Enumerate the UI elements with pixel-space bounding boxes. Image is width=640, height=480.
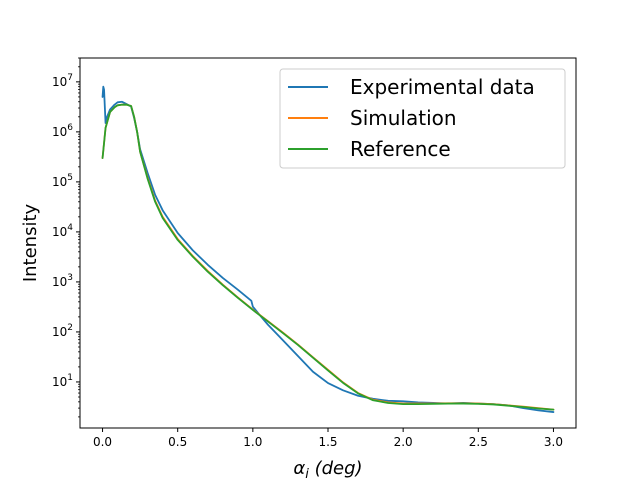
x-tick-label: 2.0 bbox=[394, 435, 413, 449]
y-tick-label: 105 bbox=[52, 173, 73, 189]
x-axis: 0.0 0.5 1.0 1.5 2.0 2.5 3.0 bbox=[93, 428, 563, 449]
x-tick-label: 1.5 bbox=[318, 435, 337, 449]
x-axis-label: αi (deg) bbox=[293, 458, 362, 480]
y-tick-label: 101 bbox=[52, 373, 73, 389]
series-line-reference bbox=[101, 103, 555, 411]
y-axis: 101 102 103 104 105 106 107 bbox=[52, 57, 80, 418]
y-tick-label: 103 bbox=[52, 273, 73, 289]
y-tick-label: 107 bbox=[52, 73, 73, 89]
y-axis-label: Intensity bbox=[20, 203, 41, 282]
y-tick-label: 104 bbox=[52, 223, 73, 239]
x-tick-label: 2.5 bbox=[469, 435, 488, 449]
x-tick-label: 1.0 bbox=[243, 435, 262, 449]
legend-label: Experimental data bbox=[350, 75, 535, 99]
y-tick-label: 102 bbox=[52, 323, 73, 339]
x-tick-label: 3.0 bbox=[544, 435, 563, 449]
legend-label: Reference bbox=[350, 137, 451, 161]
x-tick-label: 0.5 bbox=[168, 435, 187, 449]
legend: Experimental data Simulation Reference bbox=[279, 68, 566, 169]
legend-label: Simulation bbox=[350, 106, 457, 130]
y-tick-label: 106 bbox=[52, 123, 73, 139]
x-tick-label: 0.0 bbox=[93, 435, 112, 449]
legend-box bbox=[279, 68, 566, 169]
series-layer bbox=[101, 85, 555, 413]
